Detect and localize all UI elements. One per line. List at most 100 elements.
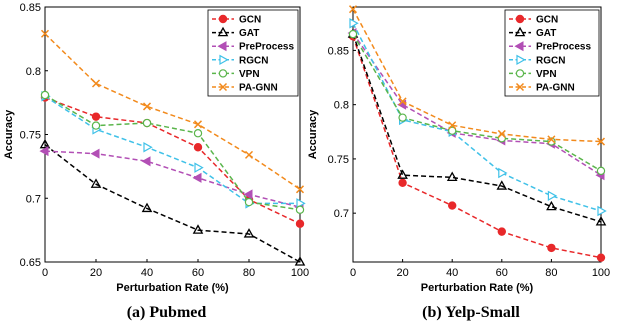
data-point-rgcn [349, 18, 359, 29]
data-point-pa-gnn [295, 185, 305, 194]
legend-label-gat: GAT [239, 28, 259, 39]
x-tick-label: 0 [42, 267, 48, 279]
y-tick-label: 0.75 [328, 154, 349, 166]
data-point-preprocess [192, 172, 202, 183]
data-point-pa-gnn [40, 29, 50, 38]
data-point-vpn [142, 118, 152, 128]
legend-marker-vpn [515, 69, 525, 78]
data-point-pa-gnn [244, 150, 254, 159]
data-point-vpn [596, 166, 606, 176]
data-point-pa-gnn [348, 5, 358, 14]
series-line-preprocess [44, 150, 301, 208]
data-point-rgcn [547, 190, 558, 202]
data-point-pa-gnn [398, 97, 407, 106]
y-tick-label: 0.85 [20, 2, 41, 14]
chart-pubmed: 0 20 40 60 80 100 0.65 0.7 0.75 0.8 0.85 Perturbati… [3, 2, 309, 321]
data-point-preprocess [90, 148, 100, 159]
data-point-gat [243, 228, 255, 238]
legend-marker-gat [217, 26, 229, 37]
data-point-gat [90, 178, 102, 188]
data-point-pa-gnn [193, 120, 203, 129]
legend-marker-gcn [218, 14, 228, 24]
data-point-gcn [448, 201, 457, 210]
data-point-gat [546, 200, 557, 211]
data-point-vpn [91, 121, 101, 130]
data-point-rgcn [498, 167, 508, 179]
data-point-vpn [348, 29, 358, 39]
chart-caption: (b) Yelp-Small [422, 304, 520, 321]
data-point-pa-gnn [547, 135, 556, 144]
series-line-vpn [44, 94, 301, 211]
data-point-preprocess [39, 146, 49, 157]
series-line-pa-gnn [44, 33, 301, 190]
legend-label-pa-gnn: PA-GNN [239, 83, 278, 94]
y-tick-label: 0.7 [334, 208, 349, 220]
data-point-gat [595, 216, 607, 226]
legend-label-rgcn: RGCN [239, 55, 268, 66]
series-line-gat [352, 33, 602, 223]
data-point-gat [141, 202, 153, 213]
x-tick-label: 100 [592, 267, 610, 279]
x-tick-label: 20 [90, 267, 102, 279]
y-axis-label: Accuracy [307, 109, 319, 159]
data-point-gat [294, 256, 306, 266]
series-line-preprocess [352, 32, 602, 176]
data-point-vpn [398, 113, 407, 122]
x-tick-label: 60 [496, 267, 508, 279]
data-point-vpn [448, 126, 457, 135]
data-point-preprocess [243, 189, 253, 200]
legend-label-vpn: VPN [239, 69, 260, 80]
legend-marker-pa-gnn [515, 82, 525, 92]
data-point-pa-gnn [91, 79, 101, 88]
data-point-pa-gnn [142, 102, 152, 111]
series-line-gcn [44, 96, 301, 225]
data-point-pa-gnn [497, 129, 506, 138]
y-tick-label: 0.85 [328, 45, 349, 57]
data-point-vpn [295, 205, 305, 214]
data-point-rgcn [597, 205, 607, 217]
data-point-gat [397, 169, 408, 179]
data-point-gcn [295, 219, 305, 228]
x-tick-label: 60 [192, 267, 204, 279]
chart-caption: (a) Pubmed [127, 304, 207, 321]
y-axis-label: Accuracy [3, 109, 15, 159]
legend-label-rgcn: RGCN [536, 55, 565, 66]
data-point-vpn [244, 197, 254, 207]
data-point-pa-gnn [448, 121, 457, 130]
data-point-gcn [398, 178, 407, 187]
legend-marker-vpn [218, 69, 228, 78]
legend-marker-pa-gnn [218, 82, 228, 92]
data-point-gcn [596, 253, 606, 262]
series-line-pa-gnn [352, 8, 602, 143]
series-line-gcn [352, 36, 602, 259]
data-point-vpn [40, 90, 50, 100]
data-point-gcn [497, 227, 506, 236]
chart-yelp-small: 0 20 40 60 80 100 0.7 0.75 0.8 0.85 Perturbation R… [307, 5, 610, 321]
x-axis-label: Perturbation Rate (%) [116, 282, 229, 294]
data-point-vpn [193, 129, 203, 138]
x-tick-label: 0 [350, 267, 356, 279]
x-axis-label: Perturbation Rate (%) [421, 282, 534, 294]
y-tick-label: 0.7 [26, 193, 41, 205]
legend-label-preprocess: PreProcess [536, 42, 591, 53]
data-point-rgcn [296, 198, 306, 209]
data-point-gat [192, 224, 204, 234]
legend-box [207, 9, 299, 97]
series-line-gat [44, 144, 301, 263]
legend-label-gcn: GCN [536, 15, 558, 26]
data-point-rgcn [143, 142, 153, 153]
x-tick-label: 80 [243, 267, 255, 279]
legend-marker-rgcn [516, 54, 526, 66]
data-point-gat [39, 138, 51, 149]
legend-marker-gat [514, 26, 526, 37]
series-line-vpn [352, 33, 602, 172]
data-point-pa-gnn [596, 137, 606, 146]
legend-marker-rgcn [219, 54, 229, 66]
x-tick-label: 40 [141, 267, 153, 279]
y-tick-label: 0.75 [20, 130, 41, 142]
data-point-gcn [91, 112, 101, 121]
legend-label-vpn: VPN [536, 69, 557, 80]
legend-box [504, 9, 600, 97]
data-point-rgcn [194, 162, 204, 173]
